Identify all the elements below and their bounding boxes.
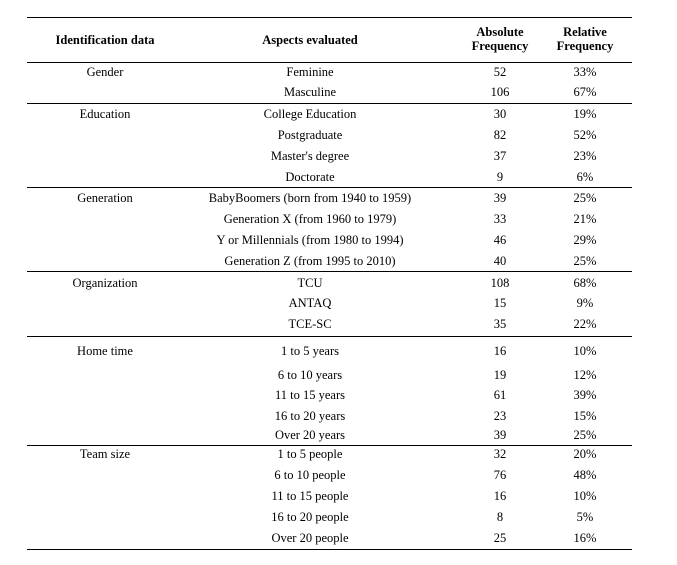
cell: 39 bbox=[493, 428, 507, 442]
cell: 10% bbox=[573, 344, 597, 358]
cell: 40 bbox=[493, 254, 507, 268]
cell: BabyBoomers (born from 1940 to 1959) bbox=[208, 191, 412, 205]
group-label: Organization bbox=[72, 276, 138, 290]
cell: 33 bbox=[493, 212, 507, 226]
cell: 108 bbox=[490, 276, 510, 290]
cell: 16% bbox=[573, 531, 597, 545]
cell: Generation X (from 1960 to 1979) bbox=[223, 212, 397, 226]
cell: Postgraduate bbox=[277, 128, 343, 142]
cell: Master's degree bbox=[270, 149, 350, 163]
cell: 6 to 10 people bbox=[274, 468, 346, 482]
group-label: Generation bbox=[77, 191, 133, 205]
column-header: Absolute Frequency bbox=[471, 25, 529, 53]
cell: 39 bbox=[493, 191, 507, 205]
group-label: Education bbox=[79, 107, 131, 121]
cell: 6 to 10 years bbox=[277, 368, 343, 382]
cell: 37 bbox=[493, 149, 507, 163]
cell: 61 bbox=[493, 388, 507, 402]
cell: 39% bbox=[573, 388, 597, 402]
cell: 32 bbox=[493, 447, 507, 461]
column-header: Identification data bbox=[55, 33, 155, 47]
cell: 9% bbox=[576, 296, 594, 310]
cell: 20% bbox=[573, 447, 597, 461]
rule bbox=[27, 336, 632, 337]
rule bbox=[27, 103, 632, 104]
cell: 25% bbox=[573, 254, 597, 268]
group-label: Team size bbox=[79, 447, 131, 461]
cell: Generation Z (from 1995 to 2010) bbox=[224, 254, 396, 268]
cell: 52 bbox=[493, 65, 507, 79]
cell: 52% bbox=[573, 128, 597, 142]
cell: 9 bbox=[496, 170, 504, 184]
cell: 22% bbox=[573, 317, 597, 331]
cell: 8 bbox=[496, 510, 504, 524]
cell: 12% bbox=[573, 368, 597, 382]
rule bbox=[27, 62, 632, 63]
cell: 82 bbox=[493, 128, 507, 142]
cell: 25% bbox=[573, 428, 597, 442]
cell: 46 bbox=[493, 233, 507, 247]
cell: College Education bbox=[263, 107, 357, 121]
cell: 48% bbox=[573, 468, 597, 482]
cell: 16 to 20 people bbox=[271, 510, 349, 524]
cell: 15% bbox=[573, 409, 597, 423]
cell: 76 bbox=[493, 468, 507, 482]
cell: 10% bbox=[573, 489, 597, 503]
cell: Over 20 people bbox=[271, 531, 349, 545]
cell: TCU bbox=[297, 276, 323, 290]
cell: 106 bbox=[490, 85, 510, 99]
rule bbox=[27, 187, 632, 188]
rule bbox=[27, 271, 632, 272]
cell: 15 bbox=[493, 296, 507, 310]
cell: 1 to 5 years bbox=[281, 344, 339, 358]
group-label: Home time bbox=[77, 344, 133, 358]
cell: Y or Millennials (from 1980 to 1994) bbox=[216, 233, 404, 247]
cell: 35 bbox=[493, 317, 507, 331]
cell: 23 bbox=[493, 409, 507, 423]
cell: 33% bbox=[573, 65, 597, 79]
cell: TCE-SC bbox=[288, 317, 332, 331]
cell: 16 bbox=[493, 489, 507, 503]
cell: 23% bbox=[573, 149, 597, 163]
cell: Masculine bbox=[283, 85, 337, 99]
cell: Doctorate bbox=[285, 170, 335, 184]
cell: 11 to 15 years bbox=[274, 388, 345, 402]
cell: 1 to 5 people bbox=[277, 447, 343, 461]
cell: Over 20 years bbox=[274, 428, 346, 442]
cell: 6% bbox=[576, 170, 594, 184]
cell: 68% bbox=[573, 276, 597, 290]
group-label: Gender bbox=[86, 65, 124, 79]
cell: Feminine bbox=[286, 65, 334, 79]
cell: 16 bbox=[493, 344, 507, 358]
cell: 21% bbox=[573, 212, 597, 226]
cell: 16 to 20 years bbox=[274, 409, 346, 423]
cell: 25 bbox=[493, 531, 507, 545]
column-header: Relative Frequency bbox=[556, 25, 614, 53]
cell: 19% bbox=[573, 107, 597, 121]
cell: 25% bbox=[573, 191, 597, 205]
cell: 11 to 15 people bbox=[271, 489, 349, 503]
cell: 30 bbox=[493, 107, 507, 121]
rule bbox=[27, 549, 632, 550]
cell: 5% bbox=[576, 510, 594, 524]
rule bbox=[27, 445, 632, 446]
column-header: Aspects evaluated bbox=[262, 33, 358, 47]
cell: ANTAQ bbox=[288, 296, 332, 310]
cell: 67% bbox=[573, 85, 597, 99]
cell: 19 bbox=[493, 368, 507, 382]
rule bbox=[27, 17, 632, 18]
cell: 29% bbox=[573, 233, 597, 247]
